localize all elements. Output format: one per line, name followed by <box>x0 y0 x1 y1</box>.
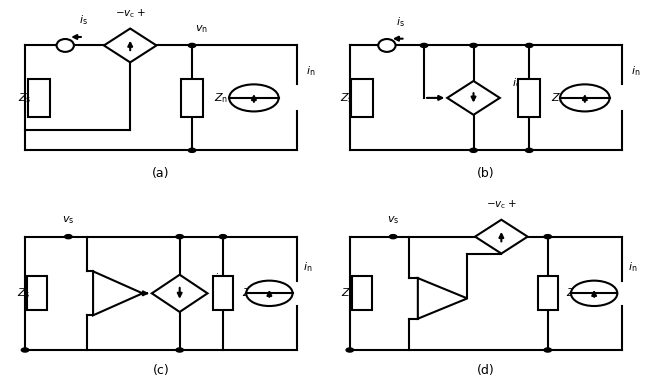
Text: $Z_\mathrm{n}$: $Z_\mathrm{n}$ <box>566 286 580 300</box>
Circle shape <box>176 235 183 239</box>
Bar <box>518 79 540 116</box>
Text: $Z_\mathrm{s}$: $Z_\mathrm{s}$ <box>342 286 355 300</box>
Circle shape <box>544 348 551 352</box>
Bar <box>213 276 233 310</box>
Text: $i_\mathrm{c}$: $i_\mathrm{c}$ <box>512 76 521 90</box>
Circle shape <box>560 84 609 111</box>
Polygon shape <box>418 278 467 319</box>
Circle shape <box>389 235 397 239</box>
Polygon shape <box>104 29 157 62</box>
Bar <box>27 276 47 310</box>
Text: $Z_\mathrm{n}$: $Z_\mathrm{n}$ <box>551 91 565 105</box>
Ellipse shape <box>378 39 395 52</box>
Text: $Z_\mathrm{n}$: $Z_\mathrm{n}$ <box>241 286 256 300</box>
Bar <box>181 79 203 116</box>
Text: $i_\mathrm{n}$: $i_\mathrm{n}$ <box>303 260 313 274</box>
Circle shape <box>544 235 551 239</box>
Circle shape <box>346 348 353 352</box>
Text: $i_\mathrm{n}$: $i_\mathrm{n}$ <box>307 64 316 78</box>
Text: $i_\mathrm{s}$: $i_\mathrm{s}$ <box>397 15 405 29</box>
Text: $v_\mathrm{n}$: $v_\mathrm{n}$ <box>195 24 208 35</box>
Text: $i_\mathrm{c}$: $i_\mathrm{c}$ <box>214 272 223 285</box>
Text: $i_\mathrm{n}$: $i_\mathrm{n}$ <box>628 260 637 274</box>
Ellipse shape <box>56 39 74 52</box>
Bar <box>352 276 372 310</box>
Polygon shape <box>475 220 528 253</box>
Circle shape <box>21 348 28 352</box>
Circle shape <box>65 235 72 239</box>
Polygon shape <box>447 81 499 115</box>
Text: $i_\mathrm{s}$: $i_\mathrm{s}$ <box>80 13 88 27</box>
Text: $i_\mathrm{n}$: $i_\mathrm{n}$ <box>631 64 641 78</box>
Text: $-v_\mathrm{c}+$: $-v_\mathrm{c}+$ <box>486 199 517 211</box>
Polygon shape <box>93 271 142 315</box>
Circle shape <box>188 148 196 152</box>
Text: $Z_\mathrm{n}$: $Z_\mathrm{n}$ <box>214 91 228 105</box>
Text: $v_\mathrm{s}$: $v_\mathrm{s}$ <box>387 215 399 226</box>
Circle shape <box>571 281 617 306</box>
Text: $v_\mathrm{s}$: $v_\mathrm{s}$ <box>62 215 74 226</box>
Circle shape <box>470 148 477 152</box>
Circle shape <box>229 84 279 111</box>
Bar <box>28 79 50 116</box>
Text: $-v_\mathrm{c}+$: $-v_\mathrm{c}+$ <box>115 7 146 20</box>
Bar <box>538 276 558 310</box>
Text: $Z_\mathrm{s}$: $Z_\mathrm{s}$ <box>18 91 32 105</box>
Circle shape <box>246 281 292 306</box>
Circle shape <box>219 235 226 239</box>
Text: $Z_\mathrm{s}$: $Z_\mathrm{s}$ <box>17 286 30 300</box>
Text: (a): (a) <box>153 168 170 180</box>
Polygon shape <box>152 275 208 312</box>
Circle shape <box>421 43 428 48</box>
Circle shape <box>470 43 477 48</box>
Circle shape <box>188 43 196 48</box>
Text: $Z_\mathrm{s}$: $Z_\mathrm{s}$ <box>340 91 353 105</box>
Bar <box>351 79 373 116</box>
Circle shape <box>525 148 533 152</box>
Circle shape <box>525 43 533 48</box>
Text: (b): (b) <box>477 168 495 180</box>
Text: (c): (c) <box>153 364 170 377</box>
Circle shape <box>176 348 183 352</box>
Text: (d): (d) <box>477 364 495 377</box>
